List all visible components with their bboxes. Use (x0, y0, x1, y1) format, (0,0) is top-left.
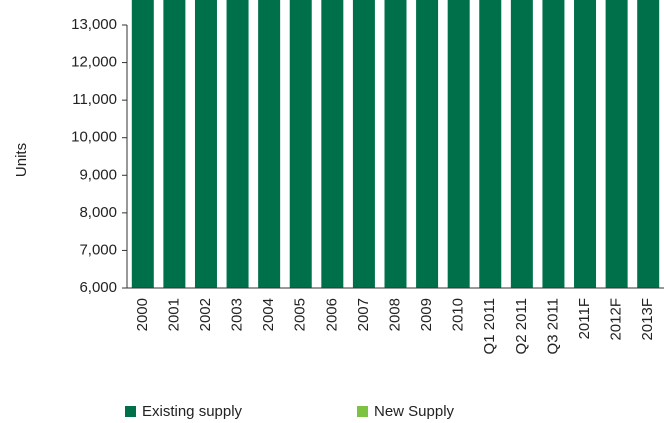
legend-swatch (125, 406, 136, 417)
bar-segment (289, 0, 312, 288)
bar-segment (163, 0, 186, 288)
bar-segment (131, 0, 154, 288)
x-tick-label: 2004 (260, 298, 277, 331)
x-tick-label: 2008 (386, 298, 403, 331)
y-tick-label: 6,000 (79, 279, 117, 296)
bar-segment (637, 0, 660, 289)
x-tick-label: Q1 2011 (481, 298, 498, 354)
bar-segment (510, 0, 533, 288)
x-tick-label: 2012F (608, 298, 625, 341)
bar-segment (258, 0, 281, 288)
y-axis-label: Units (13, 143, 30, 177)
bar-segment (321, 0, 344, 288)
x-tick-label: 2009 (418, 298, 435, 331)
bar-segment (226, 0, 249, 288)
bar-segment (352, 0, 375, 288)
bar-segment (605, 0, 628, 288)
y-tick-label: 8,000 (79, 204, 117, 221)
legend-label: Existing supply (142, 403, 243, 420)
legend-swatch (357, 406, 368, 417)
bar-segment (384, 0, 407, 288)
x-tick-label: 2013F (639, 298, 656, 341)
x-tick-label: 2006 (323, 298, 340, 331)
x-tick-label: 2010 (450, 298, 467, 331)
y-tick-label: 11,000 (72, 91, 117, 108)
x-tick-label: Q3 2011 (544, 298, 561, 354)
x-tick-label: 2003 (229, 298, 246, 331)
x-tick-label: 2005 (292, 298, 309, 331)
y-tick-label: 10,000 (71, 129, 117, 146)
bar-segment (542, 0, 565, 288)
x-tick-label: Q2 2011 (513, 298, 530, 354)
bar-segment (447, 0, 470, 288)
y-tick-label: 13,000 (71, 16, 117, 33)
bar-segment (479, 0, 502, 288)
legend-label: New Supply (374, 403, 455, 420)
y-tick-label: 7,000 (79, 241, 117, 258)
bar-segment (574, 0, 597, 288)
bar-segment (416, 0, 439, 289)
bar-segment (194, 0, 217, 288)
x-tick-label: 2002 (197, 298, 214, 331)
x-tick-label: 2011F (576, 298, 593, 339)
y-tick-label: 9,000 (79, 166, 117, 183)
x-tick-label: 2007 (355, 298, 372, 331)
x-tick-label: 2001 (165, 298, 182, 331)
y-tick-label: 12,000 (71, 54, 117, 71)
x-tick-label: 2000 (134, 298, 151, 331)
